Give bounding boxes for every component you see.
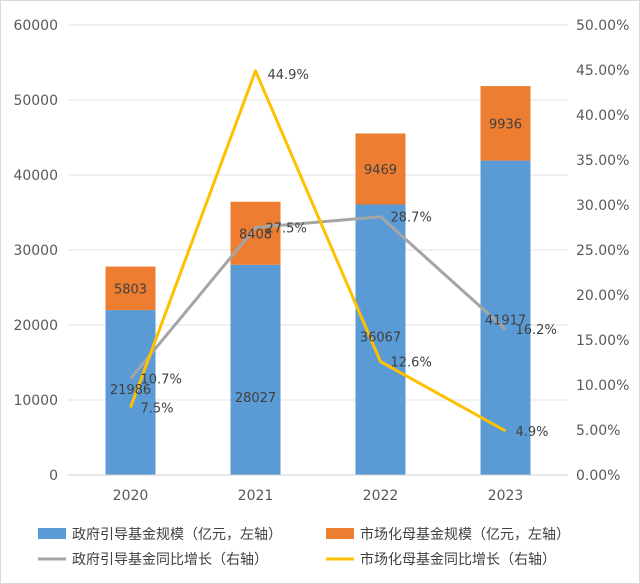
legend-label-gov-growth: 政府引导基金同比增长（右轴）	[72, 551, 268, 568]
legend-swatch-gov-scale	[38, 528, 66, 539]
bar-value-label-gov: 28027	[235, 391, 276, 406]
right-axis: 0.00% 5.00% 10.00% 15.00% 20.00% 25.00% 30.00%…	[576, 18, 629, 484]
line-series	[129, 69, 507, 433]
left-tick-label: 50000	[13, 93, 58, 109]
x-tick-label: 2020	[113, 488, 149, 504]
right-tick-label: 25.00%	[576, 243, 629, 259]
bar-market-scale	[230, 201, 281, 265]
data-labels: 21986 28027 36067 41917 5803 8408 9469 9936 10.7…	[110, 68, 557, 440]
line-value-label-gov: 27.5%	[266, 222, 307, 237]
left-tick-label: 10000	[13, 393, 58, 409]
right-tick-label: 30.00%	[576, 198, 629, 214]
line-value-label-market: 4.9%	[516, 425, 549, 440]
left-tick-label: 40000	[13, 168, 58, 184]
line-value-label-market: 12.6%	[391, 356, 432, 371]
left-tick-label: 20000	[13, 318, 58, 334]
bar-value-label-market: 8408	[239, 227, 272, 242]
line-value-label-market: 7.5%	[141, 402, 174, 417]
bar-gov-scale	[105, 310, 156, 475]
x-tick-label: 2021	[238, 488, 274, 504]
bar-value-label-gov: 41917	[485, 314, 526, 329]
bar-market-scale	[105, 266, 156, 311]
right-tick-label: 15.00%	[576, 333, 629, 349]
bar-series	[105, 86, 531, 475]
x-tick-label: 2023	[488, 488, 524, 504]
legend-swatch-market-scale	[326, 528, 354, 539]
left-tick-label: 0	[49, 468, 58, 484]
line-market-growth	[129, 69, 507, 433]
legend: 政府引导基金规模（亿元，左轴） 市场化母基金规模（亿元，左轴） 政府引导基金同比…	[38, 526, 570, 568]
bar-value-label-market: 9469	[364, 163, 397, 178]
x-tick-label: 2022	[363, 488, 399, 504]
bar-gov-scale	[355, 204, 406, 475]
bar-market-scale	[480, 86, 531, 161]
bar-value-label-market: 9936	[489, 117, 522, 132]
right-tick-label: 40.00%	[576, 108, 629, 124]
line-value-label-gov: 10.7%	[141, 373, 182, 388]
line-gov-growth	[129, 215, 507, 380]
right-tick-label: 5.00%	[576, 423, 620, 439]
bar-market-scale	[355, 133, 406, 205]
x-axis: 2020 2021 2022 2023	[68, 474, 568, 504]
right-tick-label: 20.00%	[576, 288, 629, 304]
right-tick-label: 45.00%	[576, 63, 629, 79]
left-tick-label: 30000	[13, 243, 58, 259]
bar-value-label-gov: 21986	[110, 383, 151, 398]
line-value-label-gov: 16.2%	[516, 323, 557, 338]
right-tick-label: 35.00%	[576, 153, 629, 169]
right-tick-label: 10.00%	[576, 378, 629, 394]
right-tick-label: 50.00%	[576, 18, 629, 34]
bar-value-label-gov: 36067	[360, 330, 401, 345]
right-tick-label: 0.00%	[576, 468, 620, 484]
legend-label-gov-scale: 政府引导基金规模（亿元，左轴）	[72, 526, 282, 543]
line-value-label-market: 44.9%	[268, 68, 309, 83]
line-value-label-gov: 28.7%	[391, 211, 432, 226]
legend-label-market-scale: 市场化母基金规模（亿元，左轴）	[360, 526, 570, 543]
left-tick-label: 60000	[13, 18, 58, 34]
legend-label-market-growth: 市场化母基金同比增长（右轴）	[360, 551, 556, 568]
bar-gov-scale	[230, 264, 281, 475]
left-axis: 0 10000 20000 30000 40000 50000 60000	[13, 18, 58, 484]
bar-value-label-market: 5803	[114, 282, 147, 297]
